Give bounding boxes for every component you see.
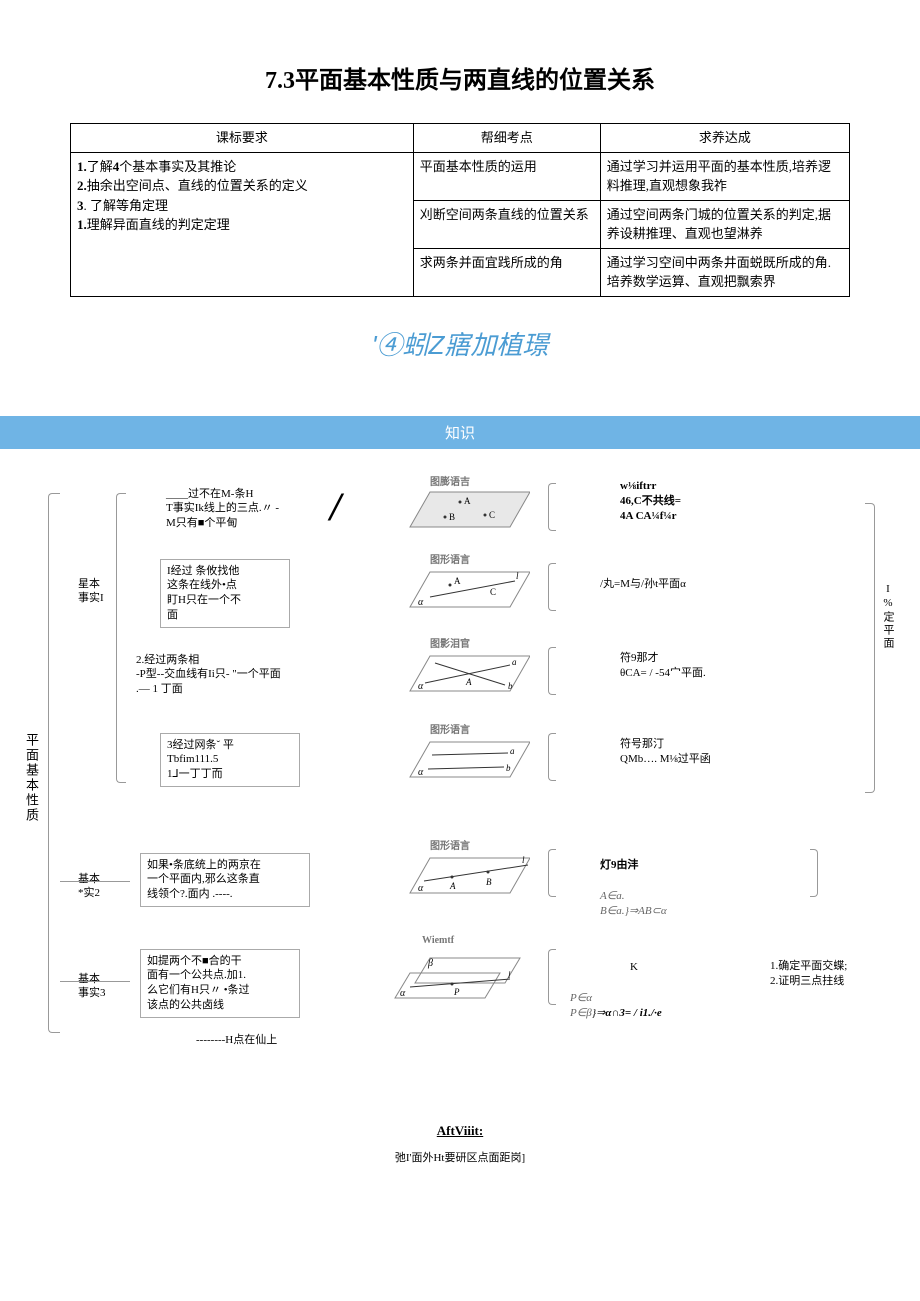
cell: 通过学习并运用平面的基本性质,培养逻料推理,直观想象我祚 bbox=[600, 152, 849, 200]
svg-text:β: β bbox=[427, 958, 433, 969]
svg-text:α: α bbox=[418, 597, 424, 608]
svg-text:A: A bbox=[464, 496, 471, 506]
svg-text:α: α bbox=[418, 767, 424, 778]
symbol-2: /丸=M与/孙t平面α bbox=[600, 577, 820, 592]
svg-text:C: C bbox=[489, 510, 495, 520]
footer-subcaption: 弛I'面外Ht要研区点面距岗] bbox=[0, 1149, 920, 1165]
shape-label-4: 图形语言 bbox=[430, 721, 470, 736]
text-fact-3-bottom: --------H点在仙上 bbox=[190, 1029, 370, 1052]
page-title: 7.3平面基本性质与两直线的位置关系 bbox=[70, 60, 850, 95]
symbol-5: 灯9由沣 A∈a.B∈a.}⇒AB⊂α bbox=[600, 843, 820, 920]
decoration-text: '④蚓Z寤加植璟 bbox=[70, 325, 850, 362]
svg-text:A: A bbox=[449, 881, 456, 891]
bracket-6r bbox=[548, 949, 556, 1005]
text-corollary-2: 2.经过两条相 -P型--交血线有Ii只- "一个平面 .— 1 丁面 bbox=[130, 649, 330, 702]
plane-shape-6: P α β l bbox=[380, 943, 530, 1013]
symbol-6: K P∈αP∈β}⇒α∩3= / i1./·e bbox=[570, 945, 770, 1022]
shape-label-6: Wiemtf bbox=[422, 935, 454, 946]
bracket-3r bbox=[548, 647, 556, 695]
right-vertical-label: I%定平面 bbox=[880, 583, 896, 650]
sublabel-2: 基本 *实2 bbox=[72, 868, 112, 906]
bracket-5end bbox=[810, 849, 818, 897]
slash-icon: / bbox=[330, 483, 341, 530]
svg-text:α: α bbox=[418, 681, 424, 692]
cell-left: 1.了解4个基本事实及其推论 2.抽余出空间点、直线的位置关系的定义 3. 了解… bbox=[71, 152, 414, 296]
svg-text:b: b bbox=[506, 763, 511, 773]
symbol-4: 符号那汀 QMb…. M⅛过平函 bbox=[620, 737, 820, 768]
cell: 平面基本性质的运用 bbox=[413, 152, 600, 200]
bracket-2r bbox=[548, 563, 556, 611]
plane-shape-5: A B α l bbox=[390, 843, 530, 903]
text-fact-2: 如果•条底统上的两京在 一个平面内,邪么这条直 线领个?.面内 .----. bbox=[140, 853, 310, 908]
text-corollary-1: I经过 条攸找他 这条在线外•点 盯H只在一个不 面 bbox=[160, 559, 290, 628]
cell: 求两条并面宜践所成的角 bbox=[413, 248, 600, 296]
svg-text:B: B bbox=[486, 877, 492, 887]
shape-label-1: 图膨语吉 bbox=[430, 473, 470, 488]
footer-caption: AftViiit: bbox=[0, 1123, 920, 1139]
header-cell: 课标要求 bbox=[71, 124, 414, 153]
svg-text:α: α bbox=[400, 988, 406, 999]
svg-text:A: A bbox=[465, 677, 472, 687]
cell: 刈断空间两条直线的位置关系 bbox=[413, 200, 600, 248]
text-fact-3: 如提两个不■合的干 面有一个公共点.加1. 么它们有H只〃 •条过 该点的公共卤… bbox=[140, 949, 300, 1018]
conn-line bbox=[60, 981, 130, 982]
sublabel-1: 星本 事实I bbox=[72, 573, 112, 611]
main-vertical-label: 平面基本性质 bbox=[22, 733, 41, 823]
svg-text:a: a bbox=[512, 657, 517, 667]
shape-label-2: 图形语言 bbox=[430, 551, 470, 566]
text-corollary-3: 3经过网条ˇ 平 Tbfim111.5 1⅃一丁丁而 bbox=[160, 733, 300, 788]
svg-text:α: α bbox=[418, 883, 424, 894]
knowledge-bar: 知识 bbox=[0, 416, 920, 449]
header-cell: 帮细考点 bbox=[413, 124, 600, 153]
svg-text:a: a bbox=[510, 746, 515, 756]
table-row: 1.了解4个基本事实及其推论 2.抽余出空间点、直线的位置关系的定义 3. 了解… bbox=[71, 152, 850, 200]
bracket-sub1 bbox=[116, 493, 126, 783]
conn-line bbox=[60, 881, 130, 882]
requirements-table: 课标要求 帮细考点 求养达成 1.了解4个基本事实及其推论 2.抽余出空间点、直… bbox=[70, 123, 850, 297]
bracket-right bbox=[865, 503, 875, 793]
shape-label-3: 图影泪官 bbox=[430, 635, 470, 650]
symbol-6-right: 1.确定平面交蝶; 2.证明三点拄线 bbox=[770, 959, 900, 990]
symbol-1: w⅛iftrr 46,C不共线= 4A CA¼f¼r bbox=[620, 479, 790, 525]
bracket-main bbox=[48, 493, 60, 1033]
flowchart-diagram: 平面基本性质 星本 事实I 基本 *实2 基本 事实3 I%定平面 ____过不… bbox=[0, 473, 920, 1093]
header-cell: 求养达成 bbox=[600, 124, 849, 153]
svg-text:b: b bbox=[508, 681, 513, 691]
svg-text:C: C bbox=[490, 587, 496, 597]
cell: 通过空间两条门城的位置关系的判定,据养设耕推理、直观也望淋养 bbox=[600, 200, 849, 248]
svg-text:l: l bbox=[508, 970, 511, 980]
bracket-4r bbox=[548, 733, 556, 781]
text-fact-1: ____过不在M-条H T事实Ik线上的三点.〃 - M只有■个平甸 bbox=[160, 483, 310, 536]
symbol-3: 符9那才 θCA= / -54宀平面. bbox=[620, 651, 820, 682]
sublabel-3: 基本 事实3 bbox=[72, 968, 112, 1006]
cell: 通过学习空间中两条井面蜕既所成的角.培养数学运算、直观把飘索界 bbox=[600, 248, 849, 296]
plane-shape-3: a b A α bbox=[390, 641, 530, 701]
plane-shape-2: A C l α bbox=[390, 557, 530, 617]
svg-text:l: l bbox=[522, 855, 525, 865]
bracket-5r bbox=[548, 849, 556, 897]
plane-shape-4: a b α bbox=[390, 727, 530, 787]
bracket-1r bbox=[548, 483, 556, 531]
svg-text:B: B bbox=[449, 512, 455, 522]
svg-text:A: A bbox=[454, 576, 461, 586]
shape-label-5: 图形语言 bbox=[430, 837, 470, 852]
svg-text:P: P bbox=[453, 987, 460, 997]
table-row: 课标要求 帮细考点 求养达成 bbox=[71, 124, 850, 153]
